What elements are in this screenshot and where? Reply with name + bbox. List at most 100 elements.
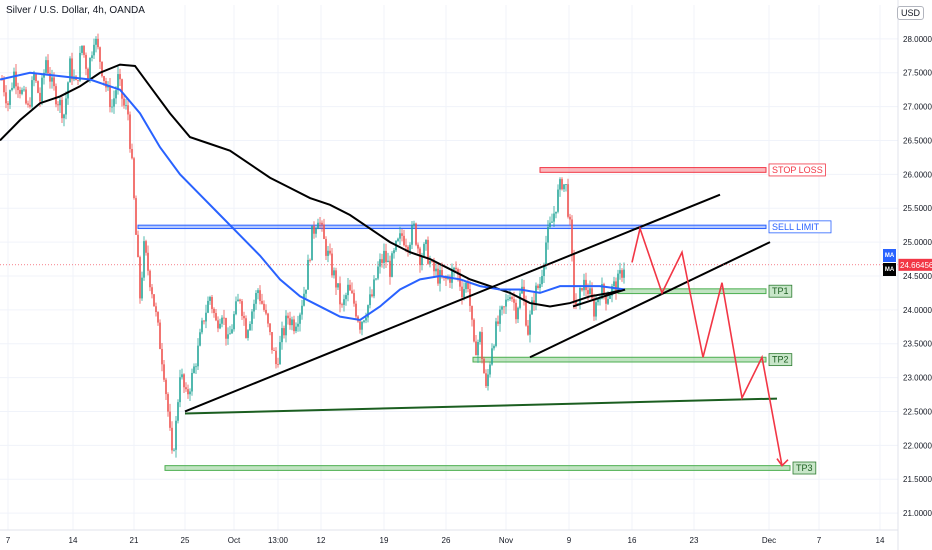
candle-body [165, 379, 167, 395]
candle-body [583, 279, 585, 291]
candle-body [269, 323, 271, 333]
candle-body [215, 313, 217, 321]
ma-fast-badge-icon[interactable]: MA [883, 249, 896, 262]
candle-body [339, 283, 341, 305]
projection-arrow-icon [776, 458, 789, 467]
tp3-zone-label: TP3 [796, 463, 813, 473]
candle-body [419, 248, 421, 266]
candle-body [175, 420, 177, 450]
candle-body [57, 104, 59, 106]
candle-body [489, 364, 491, 375]
ma-slow-badge-icon[interactable]: MA [883, 263, 896, 276]
candle-body [171, 427, 173, 451]
candle-body [217, 320, 219, 329]
candle-body [143, 241, 145, 278]
candle-body [71, 58, 73, 80]
candle-body [533, 300, 535, 304]
tp1-zone-label: TP1 [772, 286, 789, 296]
candle-body [297, 323, 299, 327]
grid [0, 5, 898, 530]
candle-body [429, 260, 431, 264]
candle-body [181, 374, 183, 378]
y-tick-label: 21.00000 [903, 509, 932, 518]
candle-body [525, 300, 527, 326]
candle-body [445, 277, 447, 279]
candle-body [131, 148, 133, 159]
x-tick-label: 13:00 [268, 536, 289, 545]
candle-body [353, 293, 355, 304]
candle-body [117, 74, 119, 91]
candle-body [99, 47, 101, 62]
y-tick-label: 23.00000 [903, 374, 932, 383]
candle-body [597, 298, 599, 303]
candle-body [101, 61, 103, 77]
candle-body [97, 38, 99, 48]
candle-body [119, 74, 121, 80]
candle-body [207, 300, 209, 313]
candle-body [417, 244, 419, 249]
candle-body [523, 286, 525, 301]
candle-body [59, 99, 61, 106]
candle-body [161, 348, 163, 365]
candle-body [351, 290, 353, 294]
candle-body [65, 98, 67, 115]
candle-body [249, 323, 251, 331]
candle-body [255, 293, 257, 304]
sell-limit-zone-label: SELL LIMIT [772, 222, 820, 232]
candle-body [585, 279, 587, 291]
candle-body [331, 253, 333, 276]
y-axis[interactable]: 21.00000 21.50000 22.00000 22.50000 23.00000… [897, 0, 932, 550]
currency-badge[interactable]: USD [896, 6, 924, 20]
candle-body [617, 273, 619, 293]
candle-body [317, 222, 319, 229]
candle-body [591, 288, 593, 299]
candle-body [211, 296, 213, 309]
candle-body [247, 330, 249, 338]
candle-body [371, 294, 373, 297]
candle-body [423, 244, 425, 257]
candle-body [325, 238, 327, 256]
candle-body [425, 239, 427, 245]
candle-body [231, 329, 233, 334]
candle-body [515, 302, 517, 320]
candle-body [151, 287, 153, 295]
candle-body [401, 233, 403, 236]
candle-body [451, 269, 453, 283]
candle-body [69, 58, 71, 83]
y-tick-label: 28.00000 [903, 35, 932, 44]
candle-body [505, 299, 507, 307]
candle-body [311, 225, 313, 261]
candle-body [137, 234, 139, 258]
candle-body [25, 89, 27, 104]
x-axis[interactable]: 7 14 21 25 Oct 13:00 12 19 26 Nov 9 16 23 Dec 7 14 [0, 529, 898, 545]
candle-body [281, 328, 283, 343]
candle-body [623, 269, 625, 278]
candle-body [329, 250, 331, 254]
candle-body [113, 98, 115, 107]
candle-body [473, 319, 475, 342]
candle-body [125, 105, 127, 107]
candle-body [517, 307, 519, 320]
candle-body [367, 305, 369, 318]
x-tick-label: 21 [130, 536, 139, 545]
candle-body [595, 302, 597, 317]
sell-limit-zone [137, 224, 767, 230]
tp1-zone-label-box [768, 284, 793, 298]
candle-body [31, 80, 33, 107]
candle-body [233, 314, 235, 330]
y-tick-label: 21.50000 [903, 475, 932, 484]
candle-body [589, 288, 591, 295]
candle-body [45, 60, 47, 73]
candle-body [27, 103, 29, 105]
candle-body [295, 326, 297, 332]
candle-body [549, 222, 551, 228]
candle-body [13, 71, 15, 88]
candle-body [403, 235, 405, 246]
candle-body [507, 299, 509, 300]
candle-body [321, 222, 323, 225]
candle-body [621, 270, 623, 278]
candle-body [167, 394, 169, 412]
candle-body [491, 348, 493, 365]
candle-body [243, 315, 245, 319]
